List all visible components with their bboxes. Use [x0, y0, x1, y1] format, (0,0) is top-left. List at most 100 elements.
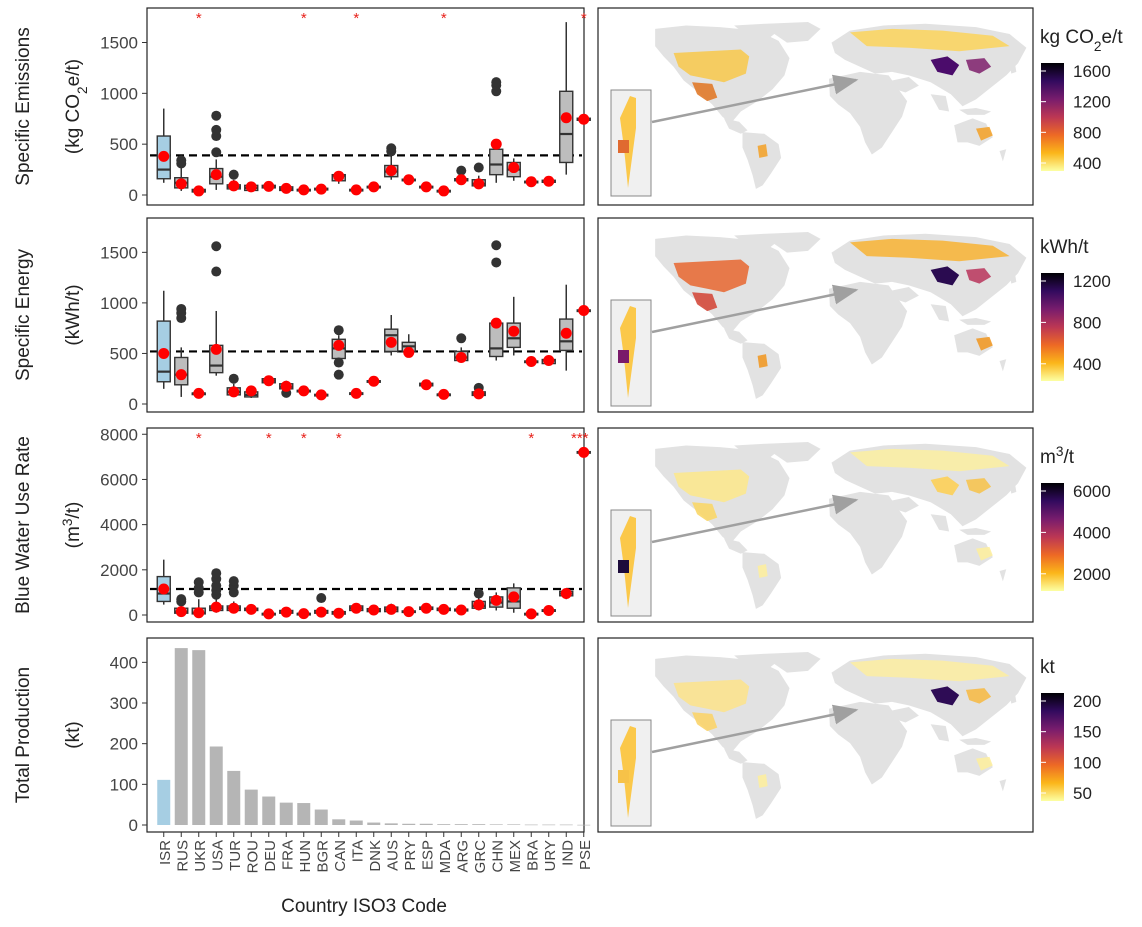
y-axis-title: Blue Water Use Rate	[13, 436, 34, 614]
box-ury	[541, 175, 556, 187]
x-tick-label: HUN	[297, 840, 314, 873]
mean-point	[438, 388, 450, 400]
box-grc	[471, 382, 486, 400]
box-hun	[296, 184, 311, 196]
x-tick-label: MEX	[507, 840, 524, 873]
box-pry	[401, 334, 416, 358]
box-can	[331, 170, 346, 184]
mean-point	[473, 599, 485, 611]
significance-star-pse: ***	[571, 430, 589, 447]
significance-star-can: *	[336, 430, 342, 447]
box-rou	[244, 603, 259, 615]
mean-point	[298, 184, 310, 196]
significance-star-deu: *	[266, 430, 272, 447]
mean-point	[543, 355, 555, 367]
x-tick-label: DNK	[367, 840, 384, 872]
x-tick-label: BRA	[524, 840, 541, 871]
outlier-point	[456, 165, 467, 176]
x-tick-label: ESP	[419, 840, 436, 870]
box-dnk	[366, 604, 381, 616]
box-grc	[471, 588, 486, 611]
colorbar-tick-label: 1600	[1073, 62, 1111, 81]
y-axis-unit: (kt)	[63, 721, 84, 748]
mean-point	[508, 325, 520, 337]
outlier-point	[211, 568, 222, 579]
x-tick-label: URY	[542, 840, 559, 871]
bar-can	[332, 819, 346, 825]
east-asia-region	[965, 688, 992, 704]
y-tick-label: 1500	[100, 34, 138, 53]
bar-ury	[542, 824, 556, 826]
colorbar-tick-label: 1200	[1073, 272, 1111, 291]
russia-region	[850, 28, 1010, 52]
bar-aus	[384, 823, 398, 825]
box-arg	[454, 333, 469, 363]
mean-point	[210, 343, 222, 355]
bar-pry	[402, 823, 416, 825]
colorbar-tick-label: 6000	[1073, 482, 1111, 501]
box-bra	[524, 356, 539, 368]
bar-deu	[262, 796, 276, 825]
box-tur	[226, 169, 241, 192]
colorbar-tick-label: 400	[1073, 355, 1101, 374]
box-chn	[489, 592, 504, 611]
y-tick-label: 0	[129, 816, 138, 835]
mean-point	[455, 604, 467, 616]
bar-esp	[419, 823, 433, 825]
mean-point	[158, 347, 170, 359]
x-tick-label: CAN	[332, 840, 349, 872]
mean-point	[245, 181, 257, 193]
box-ita	[349, 387, 364, 399]
box-pry	[401, 606, 416, 618]
mean-point	[490, 594, 502, 606]
mean-point	[385, 603, 397, 615]
mean-point	[263, 608, 275, 620]
x-axis: ISR RUS UKR USA TUR ROU DEU FRA HUN BGR CAN ITA DNK A…	[157, 832, 594, 873]
inset-arrow	[651, 74, 859, 124]
east-asia-region	[965, 58, 992, 74]
box-can	[331, 325, 346, 380]
world-map	[655, 232, 1027, 399]
mean-point	[193, 387, 205, 399]
box-mda	[436, 185, 451, 197]
colorbar-tick-label: 200	[1073, 692, 1101, 711]
mean-point	[315, 606, 327, 618]
mean-point	[158, 583, 170, 595]
mean-point	[210, 601, 222, 613]
box-can	[331, 607, 346, 619]
y-tick-label: 1000	[100, 84, 138, 103]
world-map	[655, 652, 1027, 819]
colorbar	[1041, 483, 1064, 591]
outlier-point	[228, 576, 239, 587]
mean-point	[245, 385, 257, 397]
outlier-point	[333, 369, 344, 380]
mean-point	[368, 375, 380, 387]
mean-point	[175, 178, 187, 190]
box-pse	[576, 304, 591, 316]
outlier-point	[211, 241, 222, 252]
mean-point	[403, 606, 415, 618]
outlier-point	[473, 162, 484, 173]
map-panel-4: kt 200 150 100 50	[597, 637, 1101, 833]
outlier-point	[491, 240, 502, 251]
bar-mex	[507, 824, 521, 825]
y-tick-label: 2000	[100, 561, 138, 580]
outlier-point	[456, 333, 467, 344]
mean-point	[263, 375, 275, 387]
x-tick-label: ISR	[157, 840, 174, 865]
colorbar	[1041, 273, 1064, 381]
bar-tur	[227, 770, 241, 825]
colorbar-tick-label: 1200	[1073, 93, 1111, 112]
mean-point	[490, 138, 502, 150]
outlier-point	[211, 124, 222, 135]
box-rus	[174, 594, 189, 618]
y-tick-label: 8000	[100, 425, 138, 444]
y-axis-title: Total Production	[13, 667, 34, 803]
box-mex	[506, 158, 521, 181]
mean-point	[560, 112, 572, 124]
x-tick-label: BGR	[314, 840, 331, 873]
colorbar-title: m3/t	[1040, 444, 1075, 469]
box-ind	[559, 588, 574, 600]
mean-point	[158, 150, 170, 162]
